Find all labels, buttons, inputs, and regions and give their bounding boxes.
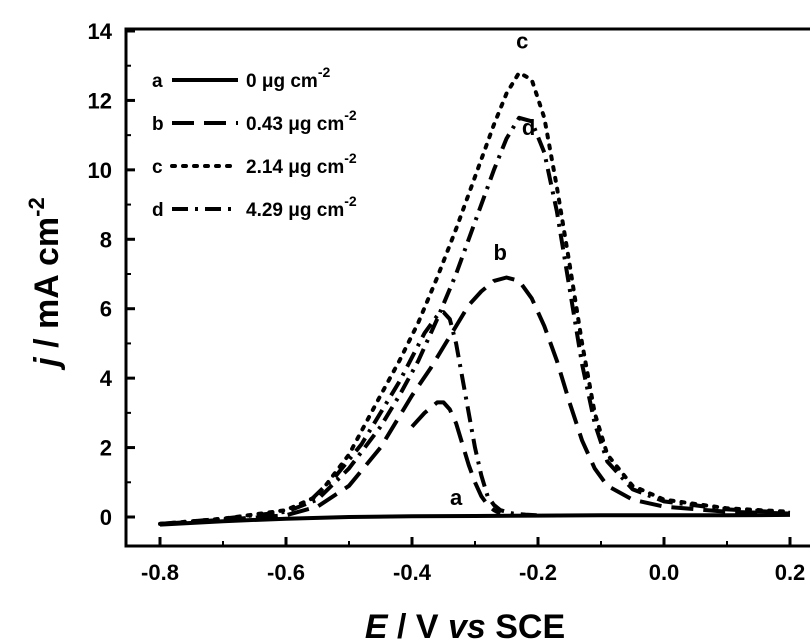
curve-d [159, 115, 791, 526]
legend-letter: c [152, 157, 163, 178]
legend-label: 4.29 μg cm-2 [246, 193, 357, 221]
y-tick-label: 12 [88, 88, 112, 113]
y-tick-label: 0 [100, 505, 112, 530]
curve-label-c: c [516, 28, 528, 53]
x-axis-title: E / V vs SCE [365, 608, 565, 642]
x-tick-label: -0.6 [267, 560, 305, 585]
curve-label-d: d [522, 115, 535, 140]
y-tick-label: 10 [88, 158, 112, 183]
legend-entry-b: b 0.43 μg cm-2 [152, 107, 357, 135]
x-tick-label: -0.2 [519, 560, 557, 585]
curve-b-shoulder [410, 400, 502, 516]
curve-c [158, 70, 792, 526]
curve-a-peak [309, 310, 539, 518]
x-tick-label: 0.0 [649, 560, 680, 585]
y-tick-label: 8 [100, 227, 112, 252]
y-axis: 0 2 4 6 8 10 12 14 [88, 19, 135, 530]
legend-entry-a: a 0 μg cm-2 [152, 64, 330, 92]
legend-entry-d: d 4.29 μg cm-2 [152, 193, 357, 221]
x-axis: -0.8 -0.6 -0.4 -0.2 0.0 0.2 [141, 537, 805, 585]
legend-label: 2.14 μg cm-2 [246, 150, 357, 178]
legend: a 0 μg cm-2 b 0.43 μg cm-2 c 2.14 μg cm-2 d 4.2… [152, 64, 357, 221]
plot-curves [158, 70, 792, 527]
legend-letter: a [152, 71, 163, 92]
curve-b [159, 275, 791, 526]
legend-label: 0 μg cm-2 [246, 64, 330, 92]
legend-letter: b [152, 114, 164, 135]
legend-label: 0.43 μg cm-2 [246, 107, 357, 135]
curve-label-b: b [493, 240, 506, 265]
legend-letter: d [152, 200, 164, 221]
y-axis-title: j / mA cm-2 [24, 197, 66, 370]
x-tick-label: -0.8 [141, 560, 179, 585]
legend-entry-c: c 2.14 μg cm-2 [152, 150, 357, 178]
y-tick-label: 2 [100, 436, 112, 461]
x-tick-label: 0.2 [775, 560, 806, 585]
y-tick-label: 4 [100, 366, 113, 391]
curve-label-a: a [450, 485, 463, 510]
y-tick-label: 6 [100, 297, 112, 322]
plot-frame [124, 27, 810, 548]
curve-a [159, 512, 791, 527]
x-tick-label: -0.4 [393, 560, 432, 585]
y-tick-label: 14 [88, 19, 113, 44]
curve-labels: a b c d [450, 28, 535, 509]
